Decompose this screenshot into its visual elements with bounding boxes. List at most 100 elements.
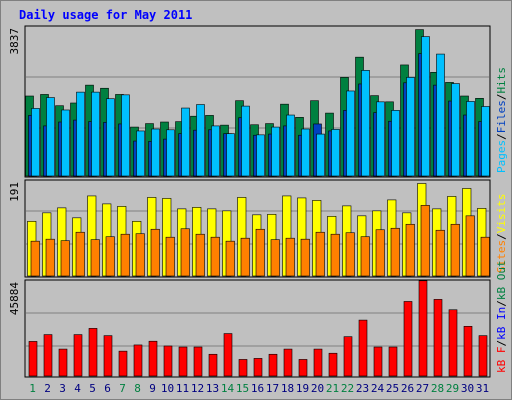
kbytes-bar-kb-f-day-4 bbox=[73, 334, 83, 377]
visits-sites-bar-sites-day-1 bbox=[30, 240, 40, 277]
kbytes-bar-kb-f-day-28 bbox=[433, 299, 443, 377]
hits-files-pages-bar-pages-day-1 bbox=[31, 108, 40, 177]
kbytes-bar-kb-f-day-12 bbox=[193, 346, 203, 377]
visits-sites-bar-sites-day-26 bbox=[405, 223, 415, 277]
legend-separator: / bbox=[495, 133, 508, 140]
x-tick-label-day-31: 31 bbox=[476, 382, 489, 395]
hits-files-pages-bar-pages-day-11 bbox=[181, 107, 190, 177]
hits-files-pages-bar-pages-day-23 bbox=[361, 70, 370, 177]
visits-sites-bar-sites-day-18 bbox=[285, 237, 295, 277]
kbytes-bar-kb-f-day-5 bbox=[88, 328, 98, 377]
hits-files-pages-bar-pages-day-5 bbox=[91, 91, 100, 177]
hits-files-pages-bar-pages-day-29 bbox=[451, 83, 460, 177]
visits-sites-bar-sites-day-27 bbox=[420, 205, 430, 277]
visits-sites-bar-sites-day-11 bbox=[180, 228, 190, 277]
kbytes-bar-kb-f-day-3 bbox=[58, 348, 68, 377]
visits-sites-bar-sites-day-17 bbox=[270, 239, 280, 277]
hits-files-pages-bar-pages-day-4 bbox=[76, 91, 85, 177]
kbytes-bar-kb-f-day-1 bbox=[28, 341, 38, 377]
kbytes-bar-kb-f-day-15 bbox=[238, 359, 248, 377]
kbytes-bar-kb-f-day-9 bbox=[148, 340, 158, 377]
hits-files-pages-bar-pages-day-28 bbox=[436, 53, 445, 177]
x-tick-label-day-1: 1 bbox=[29, 382, 36, 395]
kbytes-bar-kb-f-day-26 bbox=[403, 301, 413, 377]
kbytes-bar-kb-f-day-23 bbox=[358, 319, 368, 377]
x-tick-label-day-3: 3 bbox=[59, 382, 66, 395]
x-tick-label-day-15: 15 bbox=[236, 382, 249, 395]
visits-sites-bar-sites-day-19 bbox=[300, 238, 310, 277]
x-tick-label-day-5: 5 bbox=[89, 382, 96, 395]
hits-files-pages-bar-pages-day-21 bbox=[331, 129, 340, 177]
x-tick-label-day-17: 17 bbox=[266, 382, 279, 395]
hits-files-pages-bar-pages-day-6 bbox=[106, 98, 115, 177]
visits-sites-bar-sites-day-5 bbox=[90, 239, 100, 277]
visits-sites-bar-sites-day-8 bbox=[135, 233, 145, 277]
legend-separator: / bbox=[495, 233, 508, 240]
visits-sites-bar-sites-day-29 bbox=[450, 223, 460, 277]
hits-files-pages-bar-pages-day-14 bbox=[226, 133, 235, 177]
visits-sites-bar-sites-day-24 bbox=[375, 229, 385, 277]
hits-files-pages-bar-pages-day-3 bbox=[61, 109, 70, 177]
kbytes-legend: kB F/kB In/kB Out bbox=[495, 260, 508, 373]
hits-files-pages-bar-pages-day-18 bbox=[286, 114, 295, 177]
chart-title: Daily usage for May 2011 bbox=[19, 8, 193, 22]
visits-sites-bar-sites-day-15 bbox=[240, 237, 250, 277]
hits-files-pages-bar-pages-day-13 bbox=[211, 125, 220, 177]
x-tick-label-day-9: 9 bbox=[149, 382, 156, 395]
x-tick-label-day-29: 29 bbox=[446, 382, 459, 395]
x-tick-label-day-25: 25 bbox=[386, 382, 399, 395]
x-tick-label-day-13: 13 bbox=[206, 382, 219, 395]
kbytes-bar-kb-f-day-21 bbox=[328, 352, 338, 377]
visits-sites-bar-sites-day-13 bbox=[210, 236, 220, 277]
hits-files-pages-bar-pages-day-20 bbox=[316, 133, 325, 177]
visits-sites-max-label: 191 bbox=[8, 182, 21, 202]
hits-files-pages-bar-pages-day-24 bbox=[376, 101, 385, 177]
x-tick-label-day-14: 14 bbox=[221, 382, 235, 395]
hits-files-pages-bar-pages-day-19 bbox=[301, 128, 310, 177]
x-tick-label-day-16: 16 bbox=[251, 382, 264, 395]
kbytes-bar-kb-f-day-17 bbox=[268, 353, 278, 377]
x-tick-label-day-30: 30 bbox=[461, 382, 474, 395]
hits-files-pages-bar-pages-day-12 bbox=[196, 104, 205, 177]
x-tick-label-day-23: 23 bbox=[356, 382, 369, 395]
kbytes-bar-kb-f-day-13 bbox=[208, 353, 218, 377]
hits-files-pages-bar-pages-day-9 bbox=[151, 128, 160, 177]
x-tick-label-day-22: 22 bbox=[341, 382, 354, 395]
kbytes-bar-kb-f-day-24 bbox=[373, 346, 383, 377]
hits-files-pages-bar-pages-day-26 bbox=[406, 77, 415, 177]
x-tick-label-day-18: 18 bbox=[281, 382, 294, 395]
x-tick-label-day-27: 27 bbox=[416, 382, 429, 395]
hits-files-pages-bar-pages-day-31 bbox=[481, 106, 490, 177]
x-tick-label-day-11: 11 bbox=[176, 382, 189, 395]
kbytes-bar-kb-f-day-19 bbox=[298, 359, 308, 377]
visits-sites-bar-sites-day-30 bbox=[465, 215, 475, 277]
legend-separator: / bbox=[495, 94, 508, 101]
hits-files-pages-bar-pages-day-16 bbox=[256, 134, 265, 177]
visits-sites-bar-sites-day-21 bbox=[330, 233, 340, 277]
hits-files-pages-bar-pages-day-17 bbox=[271, 126, 280, 177]
visits-sites-bar-sites-day-25 bbox=[390, 227, 400, 277]
hits-files-pages-bar-pages-day-27 bbox=[421, 36, 430, 177]
legend-pages: Pages bbox=[495, 140, 508, 173]
x-tick-label-day-21: 21 bbox=[326, 382, 339, 395]
legend-files: Files bbox=[495, 100, 508, 133]
hits-files-pages-max-label: 3837 bbox=[8, 28, 21, 55]
kbytes-bar-kb-f-day-22 bbox=[343, 336, 353, 377]
visits-sites-bar-sites-day-4 bbox=[75, 231, 85, 277]
visits-sites-bar-sites-day-10 bbox=[165, 236, 175, 277]
visits-sites-bar-sites-day-16 bbox=[255, 228, 265, 277]
legend-kb-f: kB F bbox=[495, 347, 508, 374]
visits-sites-bar-sites-day-9 bbox=[150, 228, 160, 277]
kbytes-bar-kb-f-day-31 bbox=[478, 335, 488, 377]
x-tick-label-day-7: 7 bbox=[119, 382, 126, 395]
x-tick-label-day-8: 8 bbox=[134, 382, 141, 395]
x-tick-label-day-19: 19 bbox=[296, 382, 309, 395]
kbytes-bar-kb-f-day-16 bbox=[253, 358, 263, 377]
visits-sites-bar-sites-day-14 bbox=[225, 240, 235, 277]
hits-files-pages-bar-pages-day-25 bbox=[391, 110, 400, 177]
kbytes-bar-kb-f-day-2 bbox=[43, 334, 53, 377]
legend-hits: Hits bbox=[495, 67, 508, 94]
legend-separator: / bbox=[495, 340, 508, 347]
hits-files-pages-bar-pages-day-8 bbox=[136, 130, 145, 177]
